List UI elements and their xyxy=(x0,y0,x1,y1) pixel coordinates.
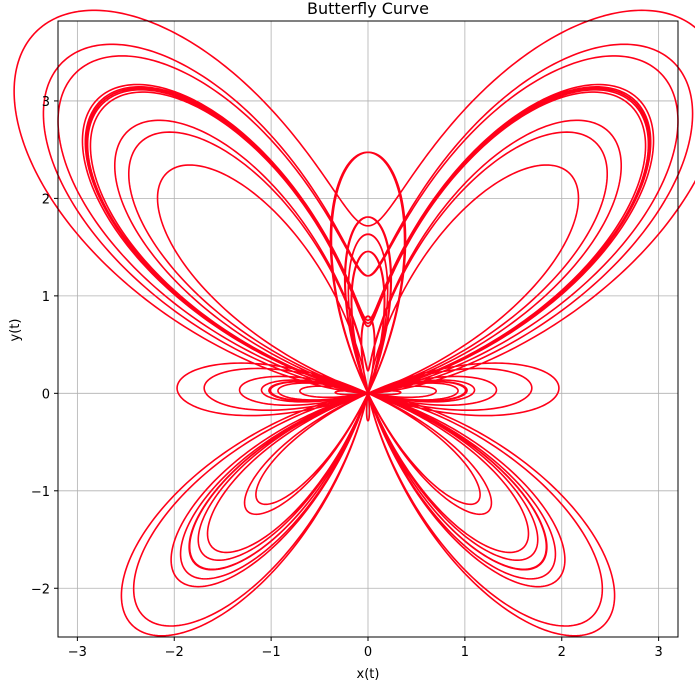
x-tick-label: 0 xyxy=(364,645,372,660)
x-tick-label: −1 xyxy=(262,645,281,660)
x-tick-label: 1 xyxy=(461,645,469,660)
y-tick-label: 3 xyxy=(42,95,50,110)
y-axis-label: y(t) xyxy=(8,319,23,342)
x-tick-label: −3 xyxy=(68,645,87,660)
x-tick-label: 2 xyxy=(558,645,566,660)
grid-lines xyxy=(58,21,678,637)
butterfly-curve-line xyxy=(13,9,695,637)
chart-title: Butterfly Curve xyxy=(307,0,429,18)
y-tick-label: 2 xyxy=(42,192,50,207)
axis-ticks: −3 −2 −1 0 1 2 3 −2 −1 0 1 2 3 xyxy=(31,95,663,660)
x-axis-label: x(t) xyxy=(357,667,380,682)
y-tick-label: −2 xyxy=(31,582,50,597)
y-tick-label: −1 xyxy=(31,485,50,500)
plot-area xyxy=(13,9,695,637)
y-tick-label: 0 xyxy=(42,387,50,402)
x-tick-label: −2 xyxy=(165,645,184,660)
x-tick-label: 3 xyxy=(654,645,662,660)
y-tick-label: 1 xyxy=(42,290,50,305)
